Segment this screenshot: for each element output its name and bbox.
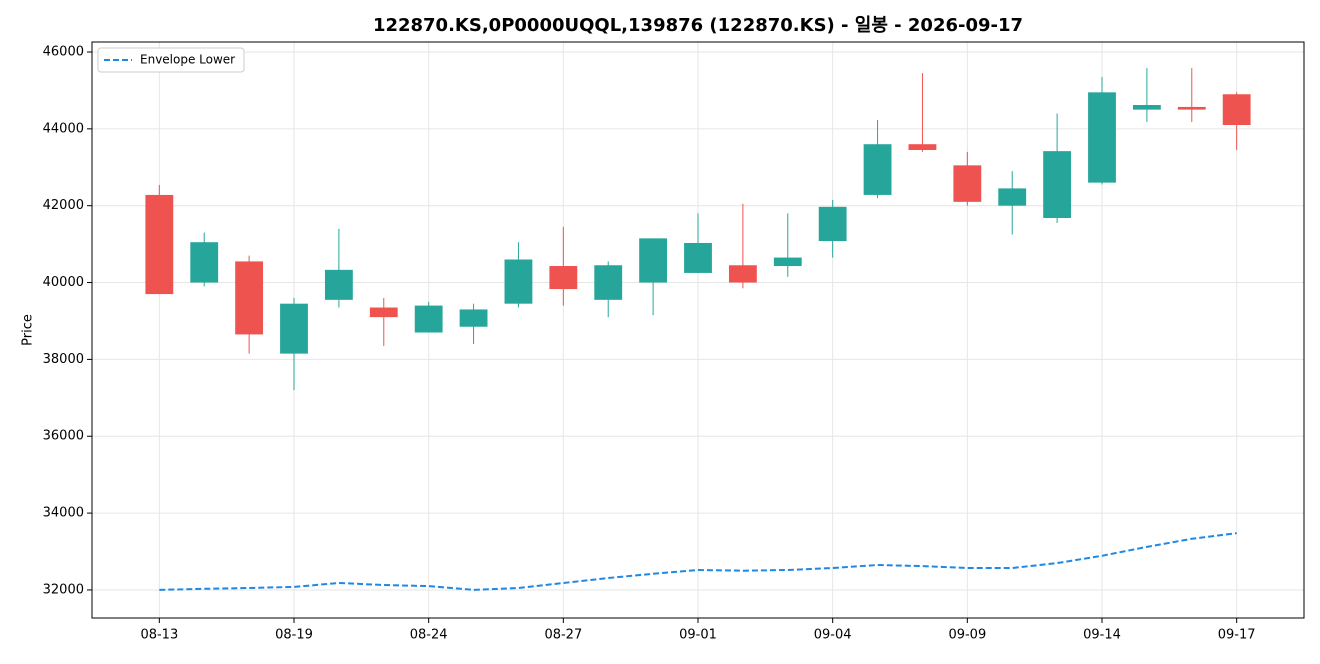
candle-body [1043,151,1072,218]
candle-body [953,165,982,202]
plot-frame [91,41,1305,619]
candle-body [1177,106,1206,110]
candle-body [324,269,353,300]
x-tick-label: 08-13 [140,628,178,643]
y-tick-label: 34000 [43,506,84,521]
y-tick-label: 36000 [43,429,84,444]
candle-body [998,188,1027,206]
x-tick-label: 09-09 [948,628,986,643]
candle-body [863,144,892,195]
x-tick-label: 09-17 [1218,628,1256,643]
x-tick-label: 08-27 [544,628,582,643]
x-tick-label: 09-04 [814,628,852,643]
candle-body [190,242,219,283]
candle-body [504,259,533,304]
candle-body [818,206,847,242]
candle-body [369,307,398,318]
candle-body [145,194,174,295]
x-tick-label: 08-24 [410,628,448,643]
candle-body [235,261,264,335]
chart-title: 122870.KS,0P0000UQQL,139876 (122870.KS) … [373,15,1023,36]
y-tick-label: 40000 [43,275,84,290]
series-line [159,532,1237,591]
x-tick-label: 09-14 [1083,628,1121,643]
legend-box [97,47,245,73]
y-axis-label: Price [21,314,36,346]
candle-body [728,265,757,283]
candle-body [459,309,488,327]
candle-body [280,303,308,354]
candle-body [1222,94,1251,125]
y-tick-label: 42000 [43,198,84,213]
legend-label: Envelope Lower [140,53,235,67]
candle-body [1088,92,1116,183]
candle-body [594,265,623,300]
candle-body [684,242,712,273]
y-tick-label: 32000 [43,582,84,597]
candle-body [414,305,443,333]
candle-body [549,266,578,290]
x-tick-label: 08-19 [275,628,313,643]
candle-body [773,257,802,267]
y-tick-label: 46000 [43,44,84,59]
candle-body [639,238,668,283]
x-tick-label: 09-01 [679,628,717,643]
candle-body [1132,105,1161,110]
candle-body [908,144,937,150]
y-tick-label: 38000 [43,352,84,367]
y-tick-label: 44000 [43,121,84,136]
